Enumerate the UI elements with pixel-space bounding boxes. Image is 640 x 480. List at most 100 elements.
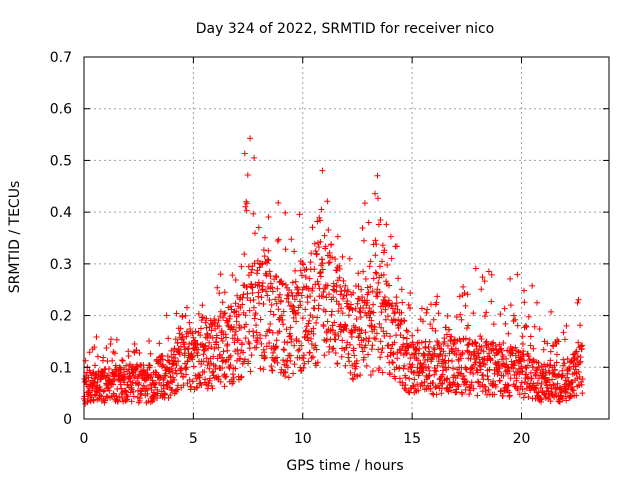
data-point	[311, 240, 318, 247]
data-point	[251, 230, 258, 237]
data-point	[375, 279, 382, 286]
data-point	[275, 236, 282, 243]
data-point	[404, 349, 411, 356]
data-point	[231, 332, 238, 339]
data-point	[323, 294, 330, 301]
data-point	[314, 278, 321, 285]
data-point	[289, 293, 296, 300]
data-point	[164, 357, 171, 364]
data-point	[375, 346, 382, 353]
data-point	[390, 351, 397, 358]
data-point	[269, 329, 276, 336]
data-point	[361, 200, 368, 207]
data-point	[129, 379, 136, 386]
data-point	[501, 388, 508, 395]
data-point	[405, 388, 412, 395]
data-point	[166, 359, 173, 366]
data-point	[339, 310, 346, 317]
data-point	[223, 334, 230, 341]
data-point	[118, 369, 125, 376]
data-point	[287, 352, 294, 359]
data-point	[464, 291, 471, 298]
data-point	[326, 291, 333, 298]
data-point	[459, 349, 466, 356]
x-tick-label: 15	[403, 431, 421, 447]
x-tick-label: 5	[189, 431, 198, 447]
data-point	[406, 361, 413, 368]
data-point	[313, 319, 320, 326]
data-point	[394, 355, 401, 362]
data-point	[324, 282, 331, 289]
data-point	[325, 227, 332, 234]
data-point	[475, 350, 482, 357]
data-point	[437, 380, 444, 387]
data-point	[217, 271, 224, 278]
data-point	[521, 287, 528, 294]
data-point	[355, 334, 362, 341]
data-point	[255, 224, 262, 231]
data-point	[92, 371, 99, 378]
data-point	[340, 292, 347, 299]
data-point	[267, 321, 274, 328]
data-point	[362, 342, 369, 349]
data-point	[174, 386, 181, 393]
data-point	[524, 374, 531, 381]
data-point	[251, 260, 258, 267]
data-point	[227, 362, 234, 369]
data-point	[424, 306, 431, 313]
data-point	[358, 344, 365, 351]
data-point	[440, 348, 447, 355]
data-point	[338, 353, 345, 360]
chart-title: Day 324 of 2022, SRMTID for receiver nic…	[196, 21, 494, 37]
data-point	[222, 310, 229, 317]
data-point	[296, 211, 303, 218]
data-point	[287, 332, 294, 339]
data-point	[234, 292, 241, 299]
data-point	[374, 293, 381, 300]
data-point	[508, 358, 515, 365]
y-tick-label: 0.4	[50, 205, 72, 221]
data-point	[499, 392, 506, 399]
data-point	[459, 391, 466, 398]
data-point	[291, 296, 298, 303]
data-point	[265, 326, 272, 333]
data-point	[534, 299, 541, 306]
data-point	[136, 349, 143, 356]
data-point	[204, 331, 211, 338]
data-point	[366, 305, 373, 312]
data-point	[224, 341, 231, 348]
data-point	[480, 348, 487, 355]
data-point	[307, 293, 314, 300]
data-point	[435, 382, 442, 389]
data-point	[299, 315, 306, 322]
data-point	[514, 387, 521, 394]
data-point	[303, 327, 310, 334]
data-point	[150, 380, 157, 387]
y-tick-label: 0.7	[50, 50, 72, 66]
data-point	[434, 293, 441, 300]
data-point	[564, 370, 571, 377]
data-point	[168, 365, 175, 372]
data-point	[428, 355, 435, 362]
data-point	[500, 372, 507, 379]
data-point	[369, 367, 376, 374]
data-point	[167, 378, 174, 385]
data-point	[420, 350, 427, 357]
data-point	[559, 372, 566, 379]
data-point	[492, 359, 499, 366]
data-point	[179, 334, 186, 341]
data-point	[365, 338, 372, 345]
data-point	[196, 372, 203, 379]
data-point	[213, 341, 220, 348]
data-point	[241, 251, 248, 258]
data-point	[355, 333, 362, 340]
data-point	[479, 274, 486, 281]
data-point	[378, 309, 385, 316]
data-point	[189, 356, 196, 363]
data-point	[376, 320, 383, 327]
data-point	[310, 353, 317, 360]
data-point	[465, 322, 472, 329]
data-point	[426, 348, 433, 355]
y-tick-label: 0.1	[50, 360, 72, 376]
data-point	[176, 347, 183, 354]
